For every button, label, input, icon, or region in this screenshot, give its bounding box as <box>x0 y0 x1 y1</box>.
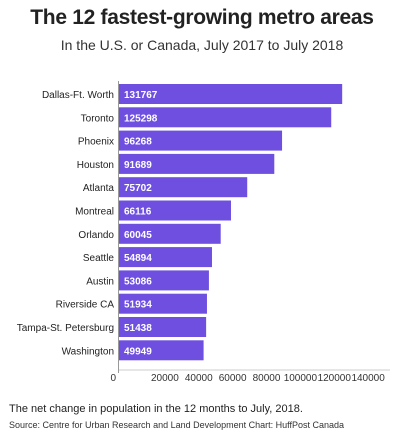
bars-layer: Dallas-Ft. Worth 131767 Toronto 125298 Phoen… <box>17 84 343 361</box>
bar <box>119 293 207 314</box>
category-label: Austin <box>86 276 114 287</box>
category-label: Atlanta <box>83 183 115 194</box>
category-label: Dallas-Ft. Worth <box>42 90 114 101</box>
bar <box>119 130 283 151</box>
category-label: Washington <box>62 346 114 357</box>
category-label: Orlando <box>78 230 114 241</box>
category-label: Montreal <box>75 207 114 218</box>
value-label: 125298 <box>124 113 158 124</box>
category-label: Riverside CA <box>56 300 115 311</box>
value-label: 60045 <box>124 230 152 241</box>
category-label: Tampa-St. Petersburg <box>17 323 114 334</box>
value-label: 51934 <box>124 300 152 311</box>
bar <box>119 340 204 361</box>
value-label: 91689 <box>124 160 152 171</box>
category-label: Phoenix <box>78 137 114 148</box>
value-label: 49949 <box>124 346 152 357</box>
value-label: 75702 <box>124 183 152 194</box>
x-axis: 0 20000 40000 60000 80000 100000 120000 140000 <box>110 81 390 384</box>
bar <box>119 270 209 291</box>
value-label: 54894 <box>124 253 152 264</box>
x-tick-label: 120000 <box>318 373 352 384</box>
x-tick-label: 80000 <box>253 373 281 384</box>
value-label: 131767 <box>124 90 158 101</box>
category-label: Houston <box>77 160 114 171</box>
bar <box>119 223 221 244</box>
x-tick-label: 0 <box>110 373 116 384</box>
x-tick-label: 60000 <box>219 373 247 384</box>
bar <box>119 153 275 174</box>
x-tick-label: 100000 <box>284 373 318 384</box>
chart-title: The 12 fastest-growing metro areas <box>30 6 374 29</box>
category-label: Toronto <box>81 113 115 124</box>
source-credit: Source: Centre for Urban Research and La… <box>9 420 345 430</box>
bar <box>119 107 332 128</box>
value-label: 66116 <box>124 207 152 218</box>
value-label: 51438 <box>124 323 152 334</box>
bar-chart: Dallas-Ft. Worth 131767 Toronto 125298 Phoen… <box>17 81 390 384</box>
footnote: The net change in population in the 12 m… <box>9 403 303 415</box>
bar <box>119 177 248 198</box>
x-tick-label: 20000 <box>151 373 179 384</box>
bar <box>119 317 207 337</box>
chart-subtitle: In the U.S. or Canada, July 2017 to July… <box>60 37 344 53</box>
value-label: 53086 <box>124 276 152 287</box>
value-label: 96268 <box>124 137 152 148</box>
bar <box>119 84 343 104</box>
category-label: Seattle <box>83 253 115 264</box>
bar <box>119 247 212 268</box>
x-tick-label: 40000 <box>185 373 213 384</box>
x-tick-label: 140000 <box>351 373 385 384</box>
bar <box>119 200 231 221</box>
